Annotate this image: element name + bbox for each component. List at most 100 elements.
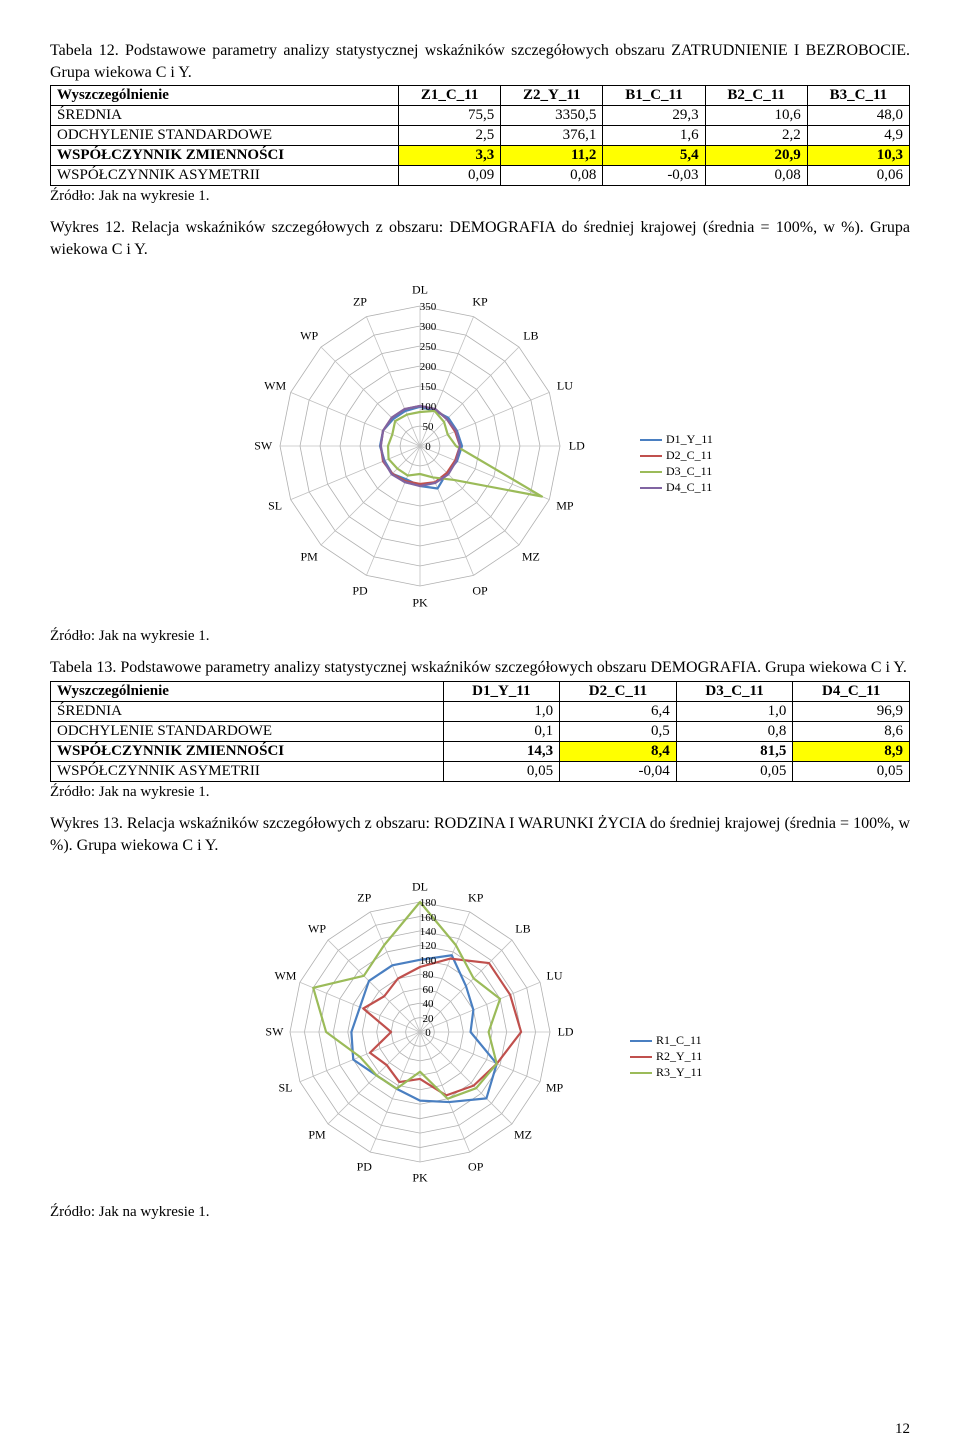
radar-tick: 350 [420, 301, 437, 313]
cell: 1,0 [443, 701, 560, 721]
cell: 0,8 [676, 721, 793, 741]
table-row: ŚREDNIA75,53350,529,310,648,0 [51, 106, 910, 126]
column-header: Z2_Y_11 [501, 86, 603, 106]
radar-axis-label: MZ [514, 1128, 532, 1143]
cell: 3,3 [399, 146, 501, 166]
radar-axis-label: WP [300, 328, 318, 343]
radar-axis-label: DL [412, 282, 428, 297]
radar-tick: 300 [420, 321, 437, 333]
row-label: WSPÓŁCZYNNIK ZMIENNOŚCI [51, 741, 444, 761]
radar-axis-label: LB [515, 922, 530, 937]
legend-label: R3_Y_11 [656, 1065, 702, 1080]
radar-axis-label: SL [278, 1080, 292, 1095]
radar-axis-label: LB [523, 328, 538, 343]
row-label: ŚREDNIA [51, 106, 399, 126]
column-header: Wyszczególnienie [51, 86, 399, 106]
table-row: ODCHYLENIE STANDARDOWE0,10,50,88,6 [51, 721, 910, 741]
radar-tick: 160 [420, 912, 437, 924]
radar-axis-label: ZP [357, 890, 371, 905]
cell: -0,04 [560, 761, 677, 781]
cell: 81,5 [676, 741, 793, 761]
radar-tick: 120 [420, 940, 437, 952]
radar-tick: 80 [423, 969, 434, 981]
cell: 0,5 [560, 721, 677, 741]
legend-item: D4_C_11 [640, 480, 713, 495]
chart12-caption: Wykres 12. Relacja wskaźników szczegółow… [50, 217, 910, 260]
radar-tick: 250 [420, 341, 437, 353]
cell: 6,4 [560, 701, 677, 721]
cell: 0,08 [705, 166, 807, 186]
page-number: 12 [895, 1421, 910, 1438]
radar-axis-label: SW [265, 1025, 283, 1040]
column-header: D2_C_11 [560, 681, 677, 701]
radar-axis-label: SW [254, 439, 272, 454]
legend-color-icon [630, 1056, 652, 1058]
cell: 29,3 [603, 106, 705, 126]
radar-axis-label: PK [412, 596, 427, 611]
legend-item: D1_Y_11 [640, 432, 713, 447]
column-header: B3_C_11 [807, 86, 909, 106]
cell: 0,06 [807, 166, 909, 186]
cell: 2,2 [705, 126, 807, 146]
radar-axis-label: PD [357, 1159, 372, 1174]
chart-legend: R1_C_11R2_Y_11R3_Y_11 [630, 1032, 702, 1081]
cell: 8,9 [793, 741, 910, 761]
legend-color-icon [630, 1040, 652, 1042]
radar-tick: 100 [420, 401, 437, 413]
column-header: D4_C_11 [793, 681, 910, 701]
radar-axis-label: LU [547, 969, 563, 984]
cell: 20,9 [705, 146, 807, 166]
chart-legend: D1_Y_11D2_C_11D3_C_11D4_C_11 [640, 431, 713, 496]
cell: 1,6 [603, 126, 705, 146]
cell: 0,1 [443, 721, 560, 741]
table12-source: Źródło: Jak na wykresie 1. [50, 188, 910, 205]
chart12: 050100150200250300350DLKPLBLULDMPMZOPPKP… [200, 266, 760, 626]
cell: 0,05 [676, 761, 793, 781]
radar-axis-label: PM [308, 1128, 325, 1143]
cell: 0,05 [443, 761, 560, 781]
cell: 0,05 [793, 761, 910, 781]
row-label: WSPÓŁCZYNNIK ASYMETRII [51, 761, 444, 781]
table13-source: Źródło: Jak na wykresie 1. [50, 784, 910, 801]
table-row: WSPÓŁCZYNNIK ZMIENNOŚCI14,38,481,58,9 [51, 741, 910, 761]
column-header: D1_Y_11 [443, 681, 560, 701]
cell: 2,5 [399, 126, 501, 146]
row-label: ODCHYLENIE STANDARDOWE [51, 126, 399, 146]
table12-caption: Tabela 12. Podstawowe parametry analizy … [50, 40, 910, 83]
table-row: ŚREDNIA1,06,41,096,9 [51, 701, 910, 721]
radar-tick: 180 [420, 897, 437, 909]
column-header: B1_C_11 [603, 86, 705, 106]
legend-color-icon [640, 487, 662, 489]
legend-label: D3_C_11 [666, 464, 712, 479]
table13: WyszczególnienieD1_Y_11D2_C_11D3_C_11D4_… [50, 681, 910, 782]
radar-axis-label: MZ [522, 550, 540, 565]
chart12-source: Źródło: Jak na wykresie 1. [50, 628, 910, 645]
row-label: ODCHYLENIE STANDARDOWE [51, 721, 444, 741]
cell: 75,5 [399, 106, 501, 126]
table-row: WSPÓŁCZYNNIK ASYMETRII0,090,08-0,030,080… [51, 166, 910, 186]
radar-axis-label: WM [274, 969, 296, 984]
radar-axis-label: DL [412, 879, 428, 894]
chart13-source: Źródło: Jak na wykresie 1. [50, 1204, 910, 1221]
cell: 14,3 [443, 741, 560, 761]
radar-tick: 140 [420, 926, 437, 938]
legend-color-icon [630, 1072, 652, 1074]
cell: 0,09 [399, 166, 501, 186]
cell: 4,9 [807, 126, 909, 146]
legend-color-icon [640, 471, 662, 473]
table-row: ODCHYLENIE STANDARDOWE2,5376,11,62,24,9 [51, 126, 910, 146]
radar-axis-label: MP [546, 1080, 563, 1095]
radar-axis-label: OP [472, 584, 487, 599]
legend-item: D3_C_11 [640, 464, 713, 479]
column-header: D3_C_11 [676, 681, 793, 701]
radar-tick: 200 [420, 361, 437, 373]
radar-axis-label: ZP [353, 294, 367, 309]
legend-color-icon [640, 439, 662, 441]
cell: 3350,5 [501, 106, 603, 126]
cell: 10,6 [705, 106, 807, 126]
row-label: WSPÓŁCZYNNIK ZMIENNOŚCI [51, 146, 399, 166]
legend-label: D4_C_11 [666, 480, 712, 495]
legend-label: D2_C_11 [666, 448, 712, 463]
cell: 11,2 [501, 146, 603, 166]
legend-item: R3_Y_11 [630, 1065, 702, 1080]
